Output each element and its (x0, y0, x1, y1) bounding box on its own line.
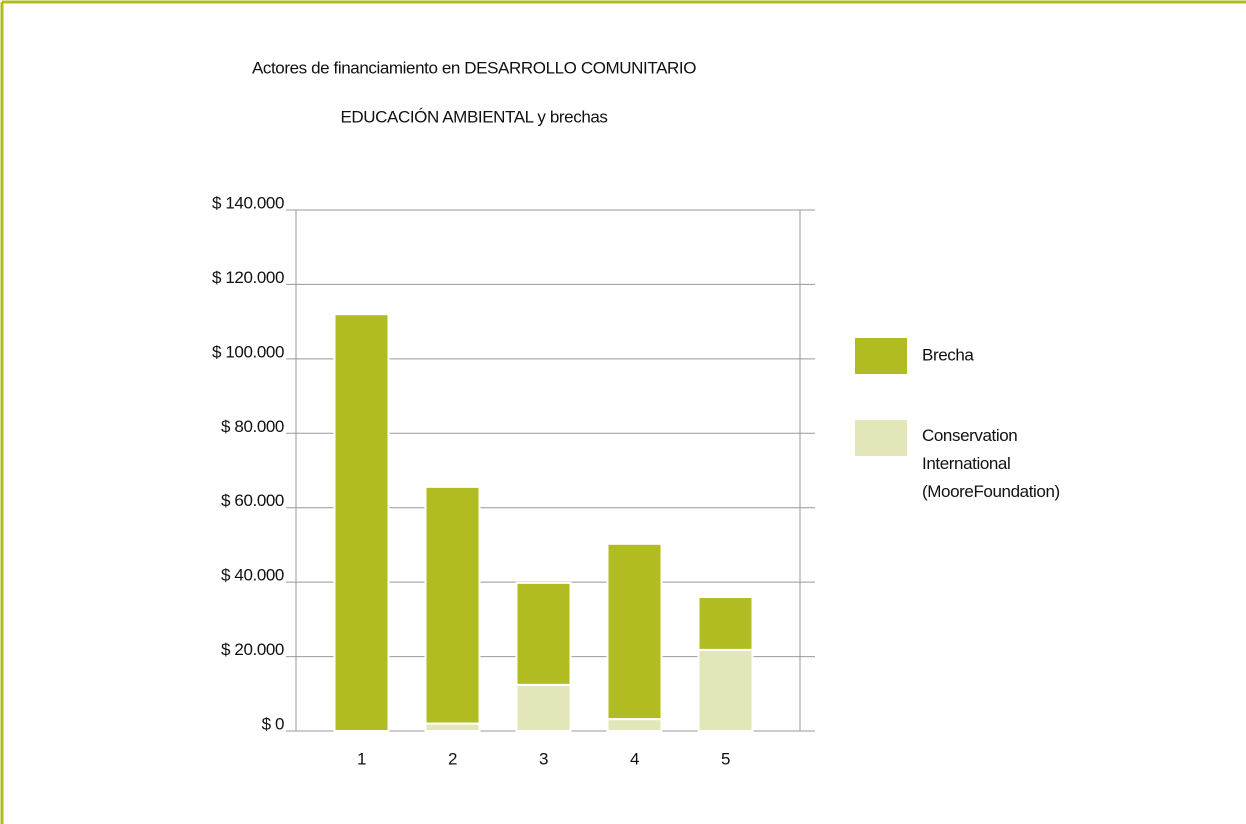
bar-segment (606, 542, 663, 721)
y-tick-label: $ 0 (262, 714, 284, 733)
y-tick-label: $ 40.000 (221, 566, 284, 585)
y-tick-label: $ 140.000 (212, 193, 284, 212)
chart-title: EDUCACIÓN AMBIENTAL y brechas (340, 107, 607, 126)
x-tick-label: 5 (721, 749, 730, 768)
y-tick-label: $ 20.000 (221, 640, 284, 659)
legend-swatch (855, 338, 907, 374)
x-tick-label: 1 (357, 749, 366, 768)
bar-segment (333, 313, 390, 732)
legend-swatch (855, 420, 907, 456)
legend-label: Conservation International (MooreFoundatio… (922, 426, 1060, 501)
x-tick-label: 3 (539, 749, 548, 768)
x-tick-label: 4 (630, 749, 639, 768)
y-tick-label: $ 120.000 (212, 268, 284, 287)
bar-segment (515, 581, 572, 686)
bar-segment (515, 683, 572, 733)
bar-segment (697, 596, 754, 651)
chart-title: Actores de financiamiento en DESARROLLO … (252, 58, 696, 77)
bar-segment (606, 718, 663, 733)
bar-segment (424, 485, 481, 725)
x-tick-label: 2 (448, 749, 457, 768)
bar-segment (697, 648, 754, 733)
y-tick-label: $ 100.000 (212, 342, 284, 361)
bar-segment (424, 722, 481, 732)
y-tick-label: $ 80.000 (221, 417, 284, 436)
y-tick-label: $ 60.000 (221, 491, 284, 510)
legend-label: Brecha (922, 345, 974, 364)
